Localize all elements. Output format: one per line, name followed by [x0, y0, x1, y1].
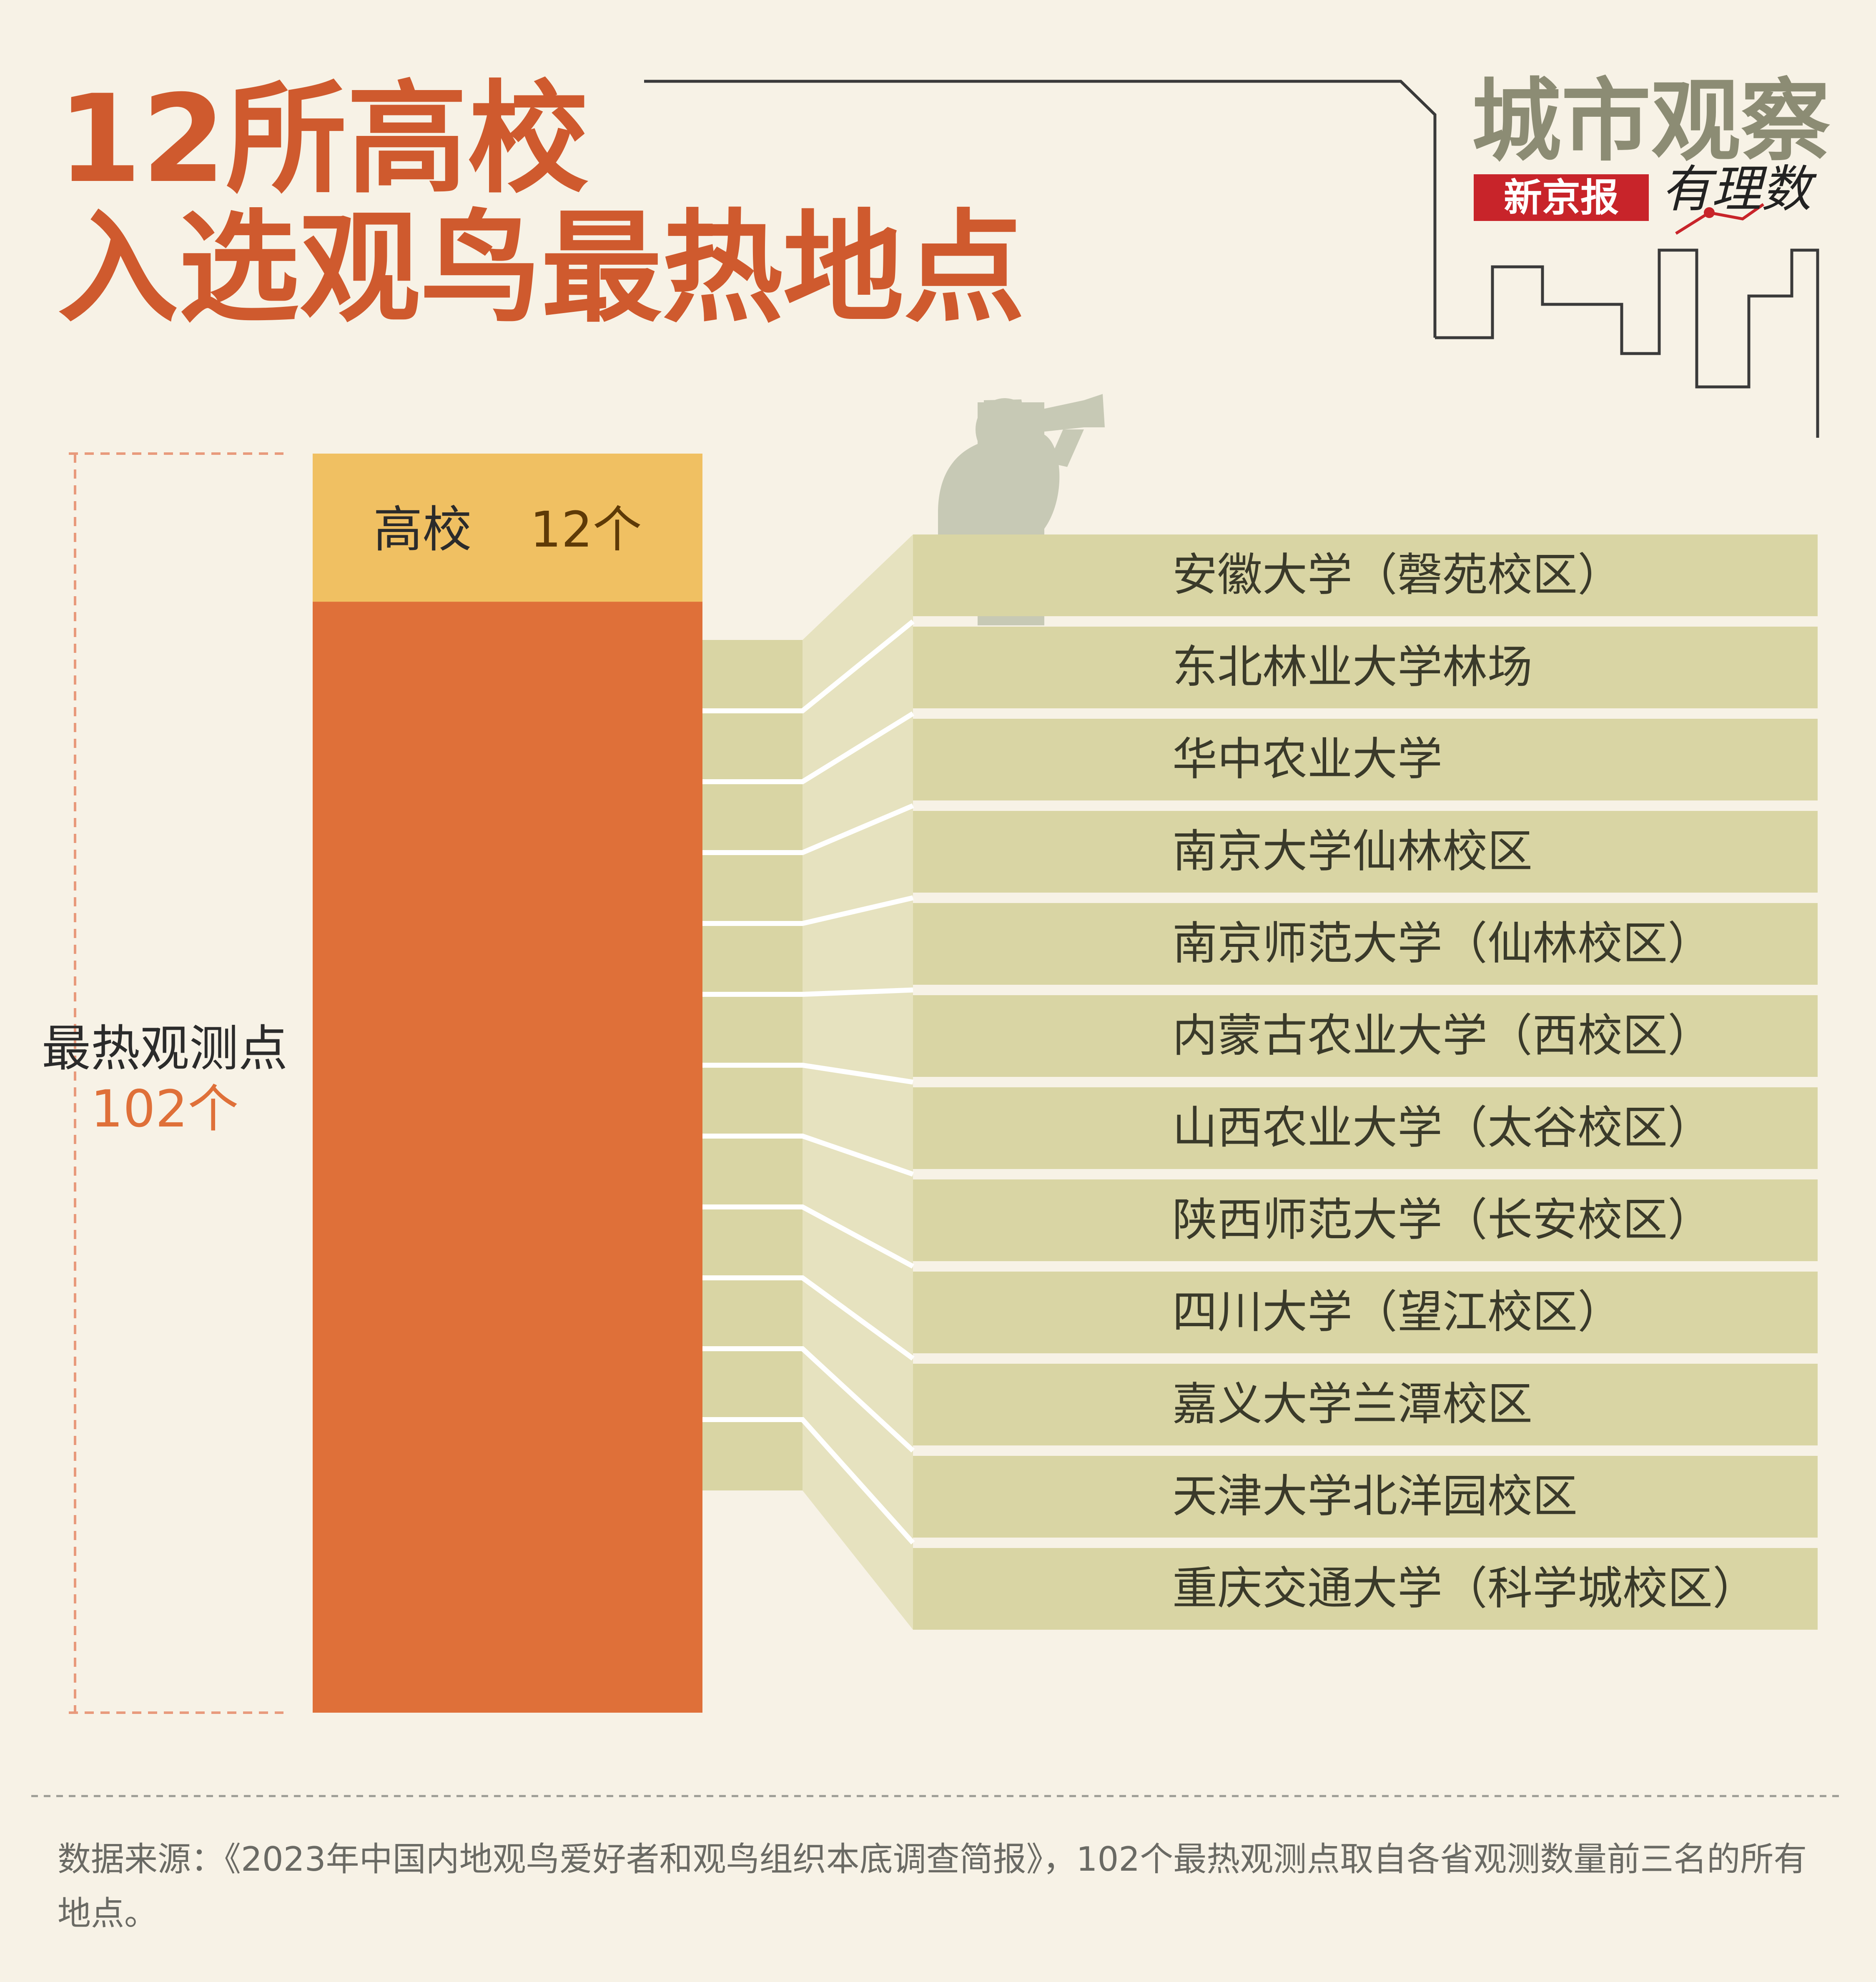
bar-total	[313, 454, 702, 1713]
total-label: 最热观测点	[41, 1020, 288, 1077]
item-box	[913, 1272, 1818, 1353]
item-box	[913, 811, 1818, 893]
brand-newspaper-logo: 新京报	[1474, 174, 1649, 221]
connector-tab	[702, 1278, 803, 1349]
item-box	[913, 1179, 1818, 1261]
connector-tab	[702, 640, 803, 711]
item-label: 陕西师范大学（长安校区）	[1172, 1194, 1713, 1246]
connector-line	[702, 1346, 915, 1453]
connector-tab	[702, 1065, 803, 1136]
item-box	[913, 627, 1818, 708]
item-label: 嘉义大学兰潭校区	[1172, 1378, 1533, 1430]
highlight-value-label: 12个	[530, 501, 642, 558]
item-box	[913, 1456, 1818, 1538]
item-label: 南京师范大学（仙林校区）	[1172, 918, 1713, 970]
connector-line	[702, 895, 914, 926]
connector-tab	[702, 1420, 803, 1490]
connector-line	[702, 1063, 913, 1085]
item-label: 天津大学北洋园校区	[1172, 1470, 1578, 1523]
connector-tab	[702, 711, 803, 782]
connector-line	[702, 711, 915, 784]
item-label: 南京大学仙林校区	[1172, 825, 1533, 878]
header-rule	[644, 80, 1437, 338]
brand-data-label: 有理数	[1661, 161, 1811, 218]
connector-funnel	[803, 534, 913, 1630]
total-value-label: 102个	[90, 1079, 239, 1139]
connector-line	[702, 1275, 915, 1361]
highlight-segment-label: 高校 12个	[313, 500, 702, 559]
connector-layer	[702, 534, 915, 1630]
item-label: 安徽大学（磬苑校区）	[1172, 549, 1623, 601]
item-box	[913, 903, 1818, 985]
connector-tab	[702, 853, 803, 923]
connector-line	[702, 987, 913, 997]
item-label: 内蒙古农业大学（西校区）	[1172, 1010, 1713, 1062]
page-title-line-2: 入选观鸟最热地点	[58, 198, 1025, 339]
connector-tab	[702, 1349, 803, 1420]
item-label: 山西农业大学（太谷校区）	[1172, 1102, 1713, 1154]
item-box	[913, 719, 1818, 800]
item-label: 重庆交通大学（科学城校区）	[1172, 1563, 1758, 1615]
item-box	[913, 1087, 1818, 1169]
item-label: 华中农业大学	[1172, 733, 1443, 785]
data-source-note: 数据来源：《2023年中国内地观鸟爱好者和观鸟组织本底调查简报》，102个最热观…	[58, 1840, 1807, 1933]
connector-tab	[702, 1136, 803, 1207]
connector-line	[702, 619, 915, 713]
brand-column-name: 城市观察	[1472, 68, 1830, 173]
total-bracket	[69, 452, 283, 1714]
item-layer	[913, 534, 1818, 1630]
item-box	[913, 1364, 1818, 1445]
item-label: 四川大学（望江校区）	[1172, 1286, 1623, 1338]
item-box	[913, 1548, 1818, 1630]
connector-tab	[702, 1207, 803, 1278]
brand-chart-mark	[1675, 203, 1765, 235]
page-title-line-1: 12所高校	[58, 69, 589, 210]
connector-tab	[702, 994, 803, 1065]
connector-line	[702, 1204, 914, 1269]
item-box	[913, 995, 1818, 1077]
connector-tab	[702, 923, 803, 994]
connector-line	[702, 803, 914, 855]
highlight-name: 高校	[373, 501, 472, 558]
skyline-outline	[1435, 248, 1819, 438]
connector-line	[702, 1134, 914, 1177]
item-label: 东北林业大学林场	[1172, 641, 1533, 693]
item-box	[913, 534, 1818, 616]
bar-highlight	[313, 454, 702, 602]
connector-tab	[702, 782, 803, 853]
connector-line	[702, 1417, 915, 1545]
